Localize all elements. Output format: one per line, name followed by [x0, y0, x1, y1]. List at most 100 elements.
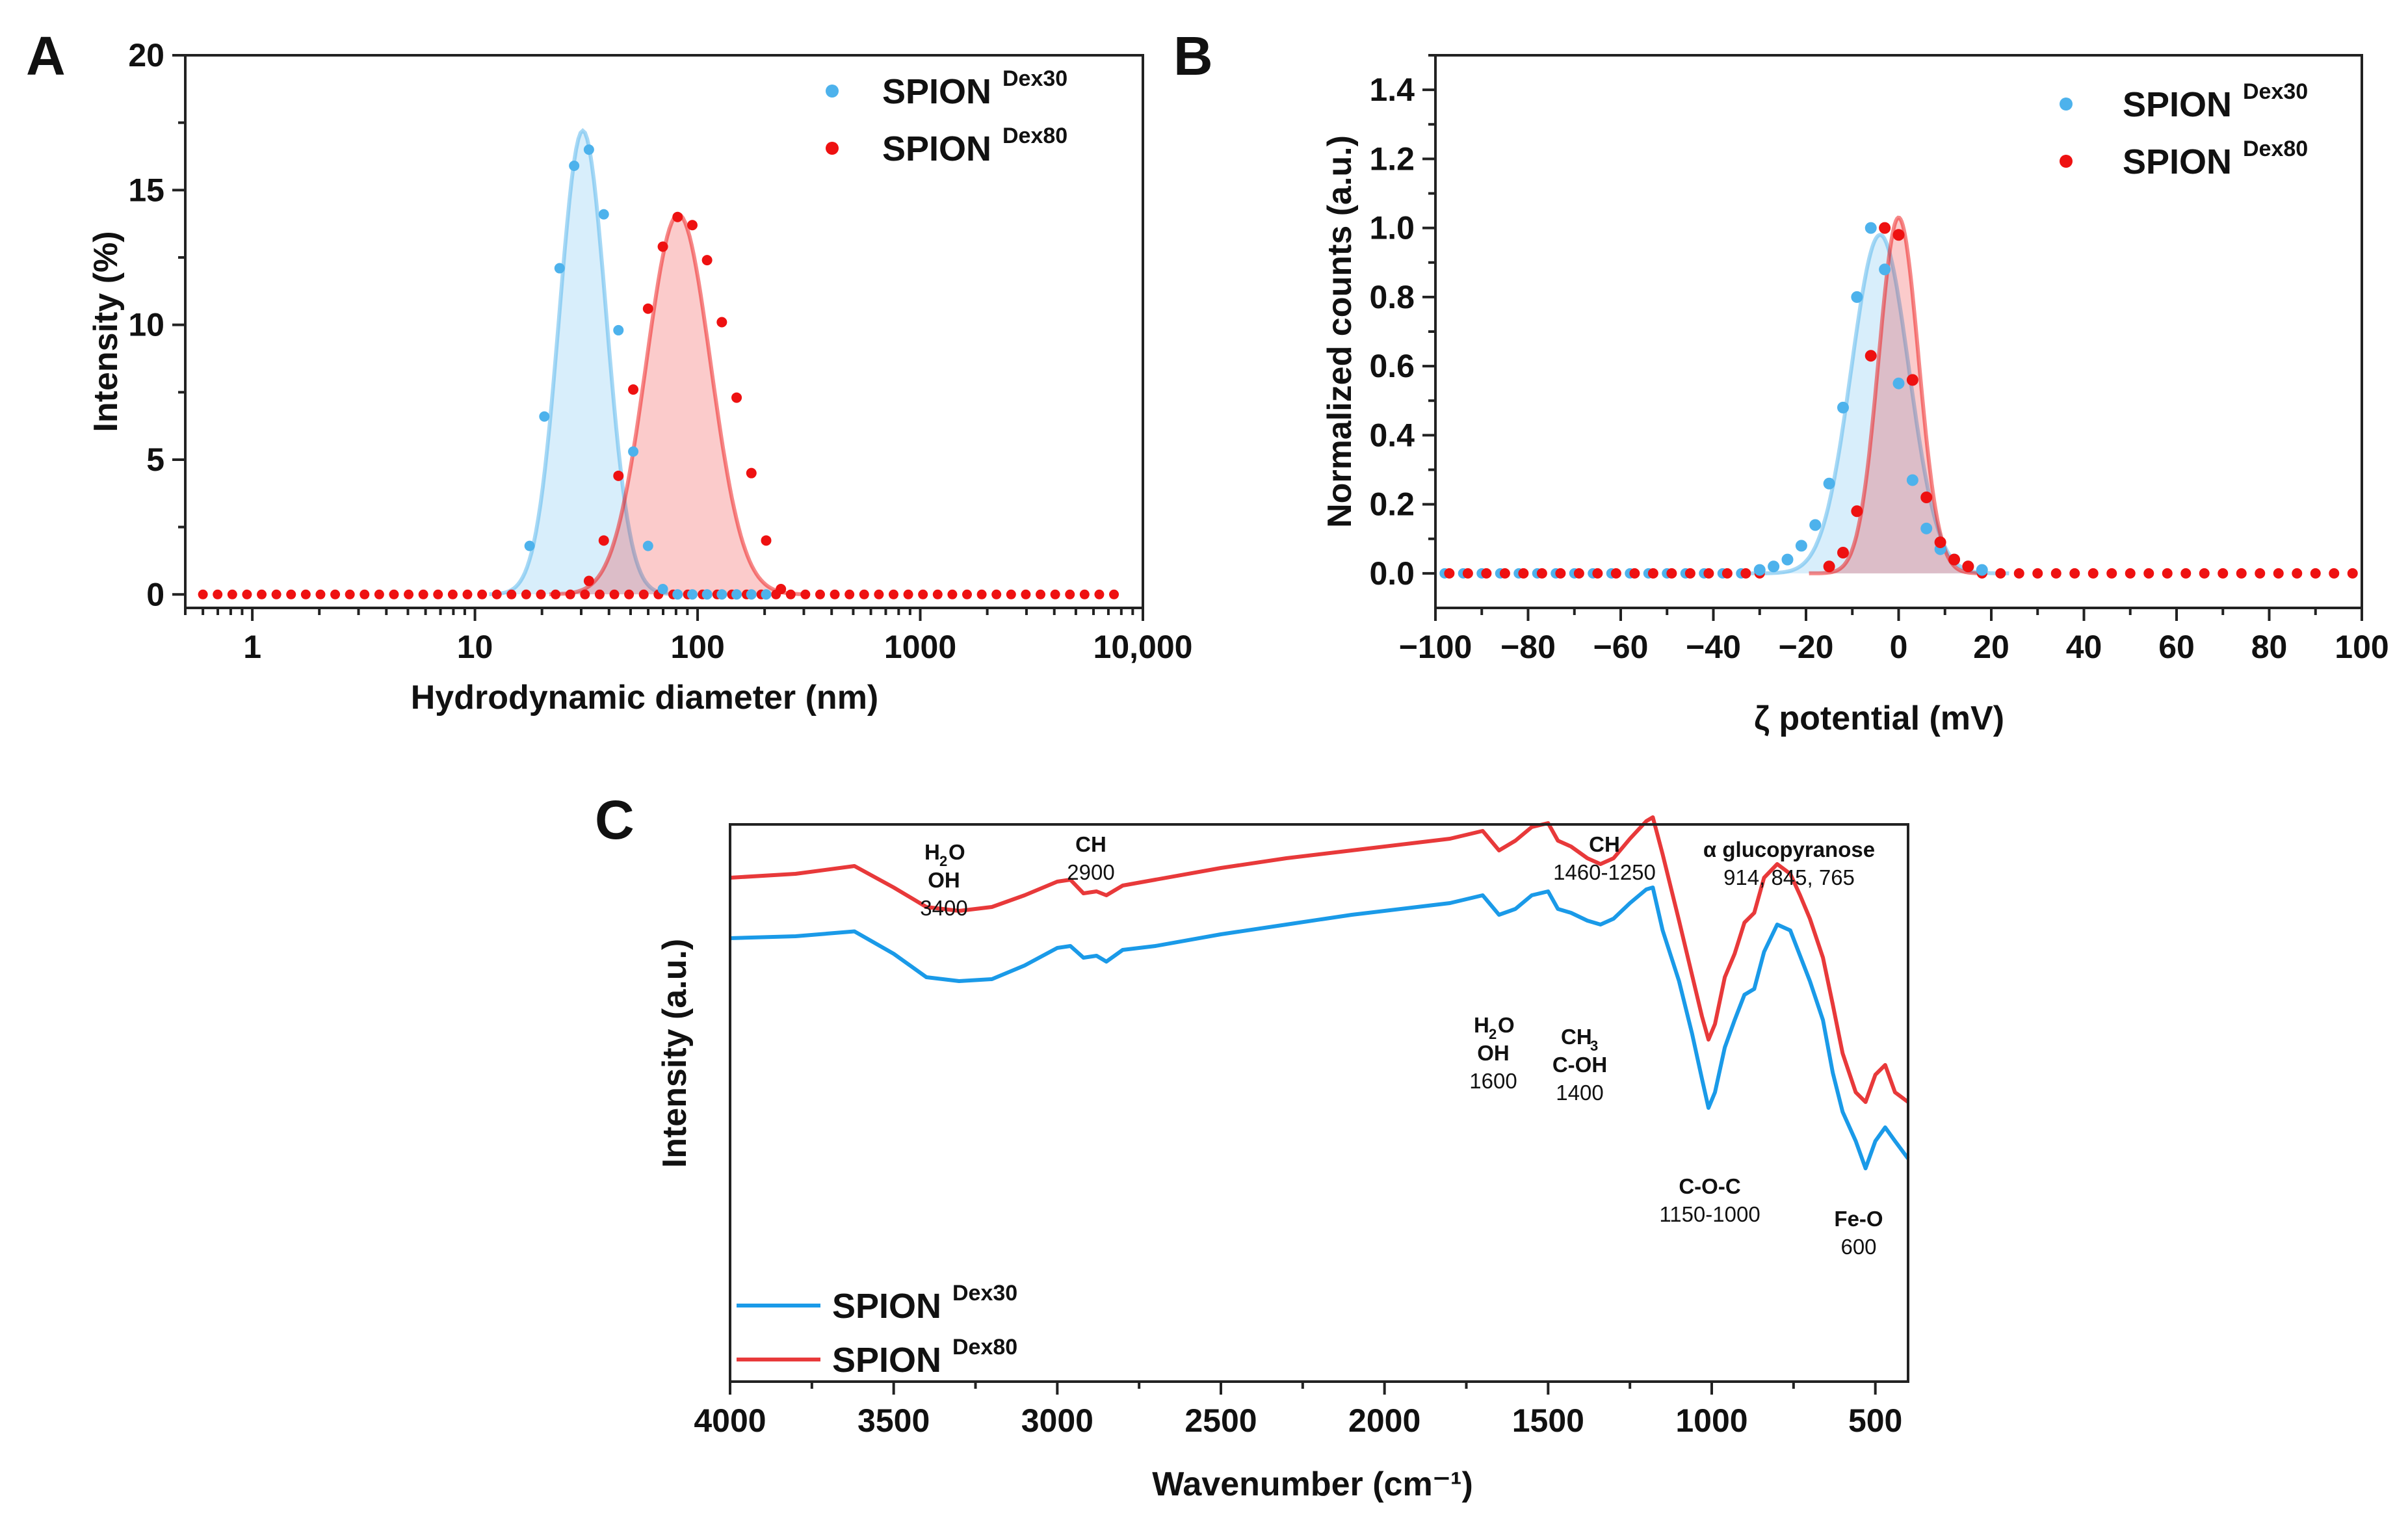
annotation-text: 1400	[1556, 1081, 1603, 1105]
data-point-dex30	[583, 144, 594, 155]
data-point-baseline	[580, 589, 590, 599]
data-point-dex80	[716, 317, 727, 328]
data-point-baseline	[962, 589, 972, 599]
annotation-text: OH	[928, 868, 960, 892]
data-point-dex80	[1948, 553, 1960, 566]
legend-label-sup: Dex80	[1002, 124, 1067, 148]
data-point-dex30	[1851, 291, 1863, 303]
y-tick-label: 0.6	[1369, 348, 1415, 384]
y-tick-label: 1.0	[1369, 210, 1415, 246]
data-point-dex80	[1837, 547, 1849, 558]
data-point-baseline	[976, 589, 987, 599]
data-point-dex80	[701, 255, 713, 266]
x-tick-label: −80	[1500, 629, 1556, 665]
annotation-text: C-OH	[1552, 1053, 1607, 1077]
data-point-baseline	[2292, 568, 2303, 579]
panel-letter-b: B	[1173, 25, 1213, 86]
annotation-subscript: 3	[1590, 1038, 1598, 1054]
annotation-text: H	[1474, 1013, 1489, 1037]
legend-label: SPION	[832, 1287, 941, 1326]
legend-label-sup: Dex80	[952, 1335, 1017, 1360]
annotation-text: 600	[1840, 1235, 1876, 1259]
data-point-baseline	[213, 589, 223, 599]
data-point-baseline	[2032, 568, 2043, 579]
legend-label-sup: Dex80	[2243, 137, 2308, 161]
data-point-baseline	[918, 589, 928, 599]
x-tick-label: 10,000	[1093, 629, 1193, 665]
x-tick-label: −100	[1399, 629, 1472, 665]
legend-marker-dex30	[2060, 98, 2073, 111]
legend-label: SPION	[882, 72, 991, 111]
data-point-dex30	[1823, 477, 1835, 490]
data-point-baseline	[830, 589, 840, 599]
data-point-baseline	[551, 589, 561, 599]
data-point-dex80	[1934, 536, 1946, 549]
data-point-dex30	[687, 589, 698, 600]
x-tick-label: 3500	[857, 1402, 930, 1439]
data-point-baseline	[315, 589, 326, 599]
data-point-baseline	[506, 589, 517, 599]
data-point-baseline	[330, 589, 341, 599]
x-tick-label: 1500	[1512, 1402, 1584, 1439]
data-point-baseline	[594, 589, 605, 599]
data-point-dex30	[1920, 522, 1933, 534]
data-point-baseline	[624, 589, 635, 599]
x-axis-title: Hydrodynamic diameter (nm)	[411, 679, 879, 716]
annotation-text: 3400	[920, 896, 967, 920]
data-point-baseline	[1684, 568, 1695, 579]
data-point-baseline	[1629, 568, 1640, 579]
y-tick-label: 10	[128, 307, 164, 343]
data-point-baseline	[2329, 568, 2340, 579]
data-point-dex80	[613, 470, 624, 481]
x-tick-label: 40	[2066, 629, 2102, 665]
x-tick-label: 60	[2158, 629, 2195, 665]
data-point-baseline	[2273, 568, 2284, 579]
annotation-text: C-O-C	[1679, 1174, 1740, 1198]
fit-curve-dex30	[489, 128, 674, 596]
data-point-baseline	[418, 589, 428, 599]
data-point-baseline	[2162, 568, 2173, 579]
data-point-baseline	[2125, 568, 2136, 579]
data-point-dex30	[1837, 401, 1849, 414]
data-point-dex80	[1892, 229, 1905, 241]
data-point-dex30	[598, 209, 609, 220]
data-point-baseline	[1462, 568, 1473, 579]
plot-frame	[729, 823, 1909, 1383]
data-point-baseline	[1499, 568, 1510, 579]
data-point-dex30	[657, 583, 668, 594]
legend-label: SPION	[2123, 85, 2232, 124]
data-point-dex30	[1768, 560, 1780, 573]
y-tick-label: 15	[128, 172, 164, 208]
data-point-dex30	[554, 263, 565, 274]
data-point-dex30	[701, 589, 713, 600]
data-point-baseline	[1536, 568, 1547, 579]
y-tick-label: 0.2	[1369, 486, 1415, 523]
data-point-baseline	[271, 589, 281, 599]
fit-band-dex80	[1809, 217, 1987, 573]
annotation-text: α glucopyranose	[1703, 837, 1875, 861]
annotation-subscript: 2	[1489, 1026, 1497, 1042]
x-tick-label: 3000	[1021, 1402, 1093, 1439]
data-point-baseline	[1721, 568, 1733, 579]
data-point-dex30	[1906, 474, 1918, 486]
data-point-dex30	[672, 589, 683, 600]
x-tick-label: −60	[1593, 629, 1649, 665]
data-point-dex30	[1976, 564, 1988, 576]
y-axis-title: Intensity (a.u.)	[656, 939, 694, 1168]
x-tick-label: 2000	[1348, 1402, 1420, 1439]
x-tick-label: 2500	[1184, 1402, 1257, 1439]
data-point-dex30	[1879, 263, 1891, 276]
x-tick-label: 1000	[884, 629, 956, 665]
data-point-dex80	[1851, 505, 1863, 518]
fit-band-dex30	[489, 131, 674, 595]
data-point-baseline	[404, 589, 414, 599]
annotation-text: O	[949, 840, 965, 864]
x-tick-label: 500	[1848, 1402, 1902, 1439]
data-point-baseline	[374, 589, 384, 599]
data-point-baseline	[991, 589, 1002, 599]
x-tick-label: 80	[2251, 629, 2288, 665]
data-point-baseline	[1021, 589, 1031, 599]
data-point-baseline	[888, 589, 898, 599]
annotation-text: CH	[1561, 1025, 1592, 1049]
data-point-baseline	[1481, 568, 1492, 579]
